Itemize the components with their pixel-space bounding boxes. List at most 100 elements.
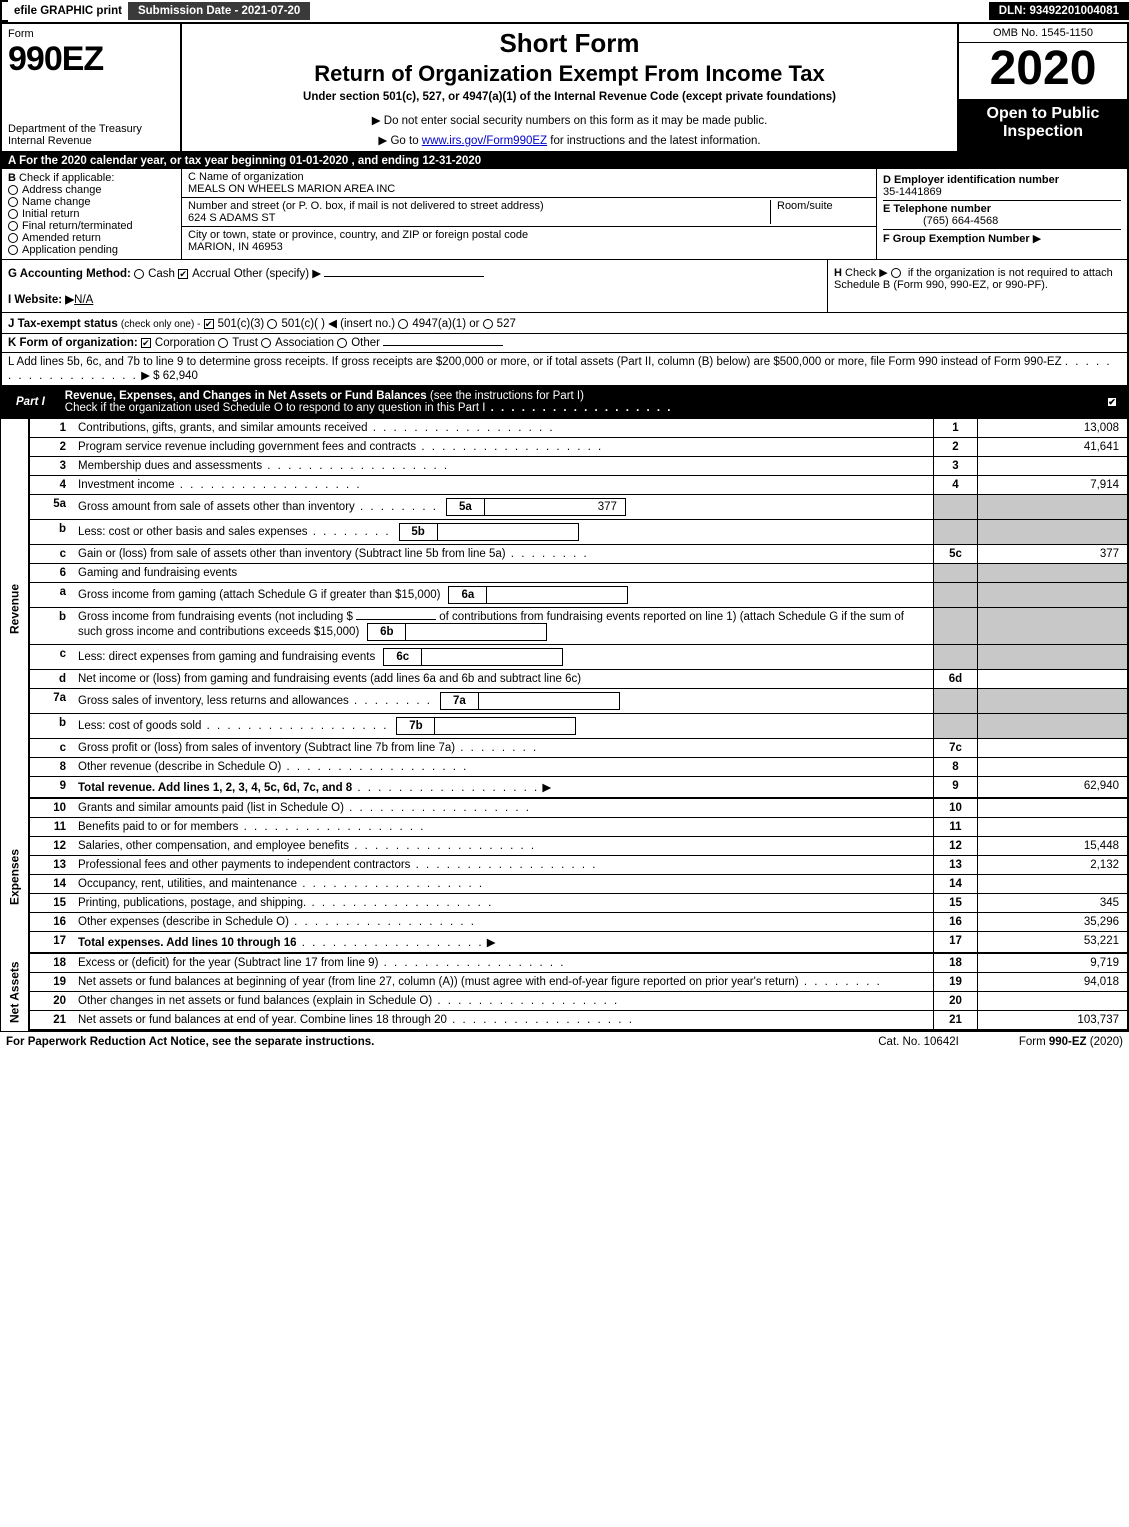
chk-initial[interactable] <box>8 209 18 219</box>
d14: Occupancy, rent, utilities, and maintena… <box>78 878 297 890</box>
v6c <box>977 645 1127 669</box>
j-insert: ◀ (insert no.) <box>328 318 395 330</box>
col-d-ids: D Employer identification number35-14418… <box>877 169 1127 259</box>
d21: Net assets or fund balances at end of ye… <box>78 1014 447 1026</box>
page-footer: For Paperwork Reduction Act Notice, see … <box>0 1031 1129 1052</box>
ib5a: 5a <box>447 499 485 515</box>
n6a: a <box>30 583 72 607</box>
opt-address: Address change <box>22 184 102 196</box>
n9: 9 <box>30 777 72 797</box>
bn15: 15 <box>933 894 977 912</box>
part-note: (see the instructions for Part I) <box>430 390 584 402</box>
n5c: c <box>30 545 72 563</box>
d2: Program service revenue including govern… <box>78 441 416 453</box>
chk-501c[interactable] <box>267 319 277 329</box>
revenue-side-label: Revenue <box>0 419 28 799</box>
chk-cash[interactable] <box>134 269 144 279</box>
department-label: Department of the Treasury Internal Reve… <box>8 123 174 147</box>
goto-pre: Go to <box>390 135 421 147</box>
d6a: Gross income from gaming (attach Schedul… <box>78 589 440 601</box>
chk-schedule-o[interactable]: ✔ <box>1107 397 1117 407</box>
d5b: Less: cost or other basis and sales expe… <box>78 526 308 538</box>
efile-label[interactable]: efile GRAPHIC print <box>8 3 128 19</box>
n19: 19 <box>30 973 72 991</box>
title-return: Return of Organization Exempt From Incom… <box>190 61 949 87</box>
chk-4947[interactable] <box>398 319 408 329</box>
v14 <box>977 875 1127 893</box>
chk-501c3[interactable]: ✔ <box>204 319 214 329</box>
chk-h[interactable] <box>891 268 901 278</box>
v5c: 377 <box>977 545 1127 563</box>
title-short-form: Short Form <box>190 28 949 59</box>
footer-catno: Cat. No. 10642I <box>878 1036 959 1048</box>
col-c-org: C Name of organization MEALS ON WHEELS M… <box>182 169 877 259</box>
website-value: N/A <box>74 294 93 306</box>
ib6c: 6c <box>384 649 422 665</box>
d18: Excess or (deficit) for the year (Subtra… <box>78 957 378 969</box>
chk-address[interactable] <box>8 185 18 195</box>
bn7a <box>933 689 977 713</box>
bn6 <box>933 564 977 582</box>
d6: Gaming and fundraising events <box>72 564 933 582</box>
chk-527[interactable] <box>483 319 493 329</box>
bn7b <box>933 714 977 738</box>
ib6a: 6a <box>449 587 487 603</box>
chk-corp[interactable]: ✔ <box>141 338 151 348</box>
chk-other[interactable] <box>337 338 347 348</box>
irs-link[interactable]: www.irs.gov/Form990EZ <box>422 135 547 147</box>
bn7c: 7c <box>933 739 977 757</box>
chk-name[interactable] <box>8 197 18 207</box>
v17: 53,221 <box>977 932 1127 952</box>
bn1: 1 <box>933 419 977 437</box>
bn16: 16 <box>933 913 977 931</box>
chk-final[interactable] <box>8 221 18 231</box>
chk-pending[interactable] <box>8 245 18 255</box>
iv6c <box>422 649 562 665</box>
grp-label: F Group Exemption Number <box>883 233 1030 245</box>
part-sub: Check if the organization used Schedule … <box>65 402 486 414</box>
j-501c3: 501(c)(3) <box>218 318 265 330</box>
ib7a: 7a <box>441 693 479 709</box>
chk-assoc[interactable] <box>261 338 271 348</box>
n3: 3 <box>30 457 72 475</box>
bracket-icon <box>0 0 8 22</box>
k-corp: Corporation <box>155 337 215 349</box>
iv7a <box>479 693 619 709</box>
d9: Total revenue. Add lines 1, 2, 3, 4, 5c,… <box>78 782 352 794</box>
d6b: Gross income from fundraising events (no… <box>78 611 353 623</box>
n5a: 5a <box>30 495 72 519</box>
l-text: L Add lines 5b, 6c, and 7b to line 9 to … <box>8 356 1062 368</box>
line-l: L Add lines 5b, 6c, and 7b to line 9 to … <box>0 353 1129 387</box>
org-city: MARION, IN 46953 <box>188 241 283 253</box>
n6b: b <box>30 608 72 644</box>
n13: 13 <box>30 856 72 874</box>
chk-accrual[interactable]: ✔ <box>178 269 188 279</box>
submission-date: Submission Date - 2021-07-20 <box>128 2 310 20</box>
iv6b <box>406 624 546 640</box>
n2: 2 <box>30 438 72 456</box>
warning-ssn: Do not enter social security numbers on … <box>190 113 949 127</box>
g-accrual: Accrual <box>192 268 230 280</box>
d11: Benefits paid to or for members <box>78 821 238 833</box>
b-label: Check if applicable: <box>19 172 114 184</box>
n17: 17 <box>30 932 72 952</box>
d13: Professional fees and other payments to … <box>78 859 410 871</box>
triangle-icon: ▶ <box>1033 233 1041 245</box>
header-left: Form 990EZ Department of the Treasury In… <box>2 24 182 151</box>
bn6a <box>933 583 977 607</box>
footer-form: Form 990-EZ (2020) <box>1019 1036 1123 1048</box>
chk-amended[interactable] <box>8 233 18 243</box>
d5c: Gain or (loss) from sale of assets other… <box>78 548 506 560</box>
iv7b <box>435 718 575 734</box>
title-section: Under section 501(c), 527, or 4947(a)(1)… <box>190 91 949 103</box>
dln-label: DLN: 93492201004081 <box>989 2 1129 20</box>
part-title: Revenue, Expenses, and Changes in Net As… <box>65 390 427 402</box>
v16: 35,296 <box>977 913 1127 931</box>
n12: 12 <box>30 837 72 855</box>
bn5a <box>933 495 977 519</box>
chk-trust[interactable] <box>218 338 228 348</box>
bn21: 21 <box>933 1011 977 1029</box>
d16: Other expenses (describe in Schedule O) <box>78 916 289 928</box>
room-suite: Room/suite <box>770 200 870 224</box>
v5a <box>977 495 1127 519</box>
